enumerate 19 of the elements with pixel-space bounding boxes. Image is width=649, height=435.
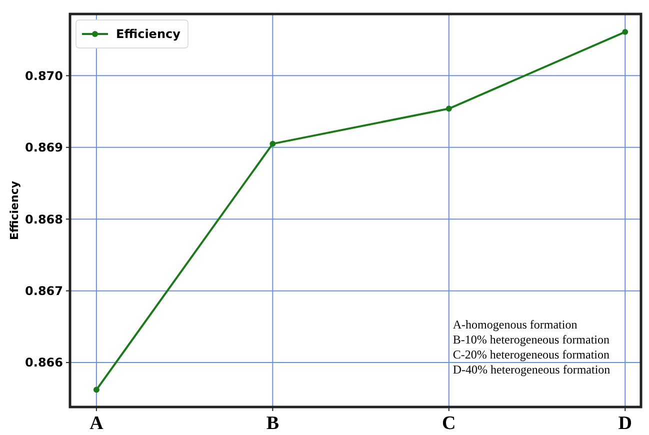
- y-tick-label: 0.869: [25, 140, 63, 155]
- y-tick-label: 0.866: [25, 356, 63, 370]
- legend-label: Efficiency: [116, 27, 181, 42]
- point: [622, 28, 628, 35]
- annotation: C-20% heterogeneous formation: [452, 347, 610, 362]
- y-tick-label: 0.868: [25, 212, 63, 226]
- y-tick-label: 0.867: [25, 284, 63, 298]
- x-tick-label: A: [90, 413, 104, 434]
- x-tick-label: D: [618, 413, 632, 434]
- annotation: A-homogenous formation: [452, 317, 578, 332]
- point: [446, 106, 452, 112]
- x-tick-label: C: [442, 413, 456, 434]
- y-axis-title: Efficiency: [8, 180, 21, 240]
- x-tick-label: B: [266, 413, 280, 434]
- annotation: B-10% heterogeneous formation: [452, 332, 610, 346]
- point: [270, 140, 276, 147]
- point: [93, 386, 100, 393]
- y-tick-label: 0.870: [25, 68, 63, 83]
- annotation: D-40% heterogeneous formation: [452, 362, 610, 376]
